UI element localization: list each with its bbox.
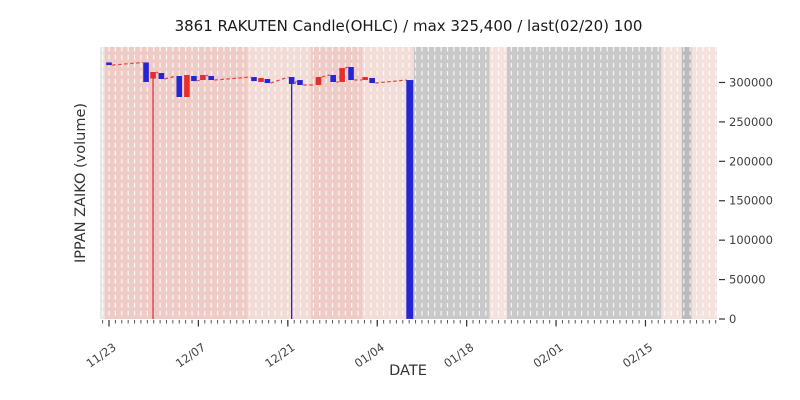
candle-body [106,62,112,66]
x-tick-label: 12/07 [173,340,208,370]
x-tick-label: 02/15 [620,340,655,370]
candle-body [258,77,264,83]
candle-body [406,80,414,319]
chart-title: 3861 RAKUTEN Candle(OHLC) / max 325,400 … [174,17,643,35]
candle-body [369,77,375,84]
x-tick-label: 01/04 [352,340,387,370]
x-tick-label: 12/21 [262,340,297,370]
x-tick-label: 11/23 [84,340,119,370]
candle-body [297,80,303,86]
y-tick-label: 250000 [729,115,773,129]
y-tick-label: 150000 [729,194,773,208]
candle-body [264,79,271,84]
candle-body [208,76,214,81]
y-tick-label: 200000 [729,154,773,168]
background-band [413,47,490,319]
connector-line [196,79,200,82]
candle-body [251,77,257,82]
candle-body [330,74,336,83]
connector-line [345,66,349,69]
candle-body [339,68,345,83]
candle-body [362,77,368,81]
background-band [691,47,717,319]
background-band [310,47,363,319]
connector-line [112,61,143,66]
background-band [362,47,414,319]
connector-line [214,76,251,81]
candle-body [184,74,190,97]
background-band [104,47,248,319]
background-band [681,47,692,319]
background-band [661,47,682,319]
candle-body [150,71,156,79]
connector-line [270,76,289,84]
candle-body [288,77,295,84]
connector-line [164,75,177,80]
connector-line [294,79,298,85]
connector-line [205,74,209,77]
connector-line [375,79,407,84]
connector-line [321,74,331,78]
y-tick-label: 300000 [729,75,773,89]
y-tick-label: 100000 [729,233,773,247]
candle-body [176,76,183,97]
candle-body [348,67,354,81]
y-tick-label: 50000 [729,273,766,287]
candle-body [158,73,165,80]
candle-body [200,74,206,81]
candle-body [191,76,197,82]
background-band [506,47,662,319]
x-tick-label: 02/01 [531,340,566,370]
background-band [247,47,311,319]
y-tick-label: 0 [729,312,736,326]
x-axis-label: DATE [389,363,427,379]
candle-body [315,77,322,86]
candle-body [143,62,149,83]
connector-line [155,71,159,74]
x-tick-label: 01/18 [441,340,476,370]
